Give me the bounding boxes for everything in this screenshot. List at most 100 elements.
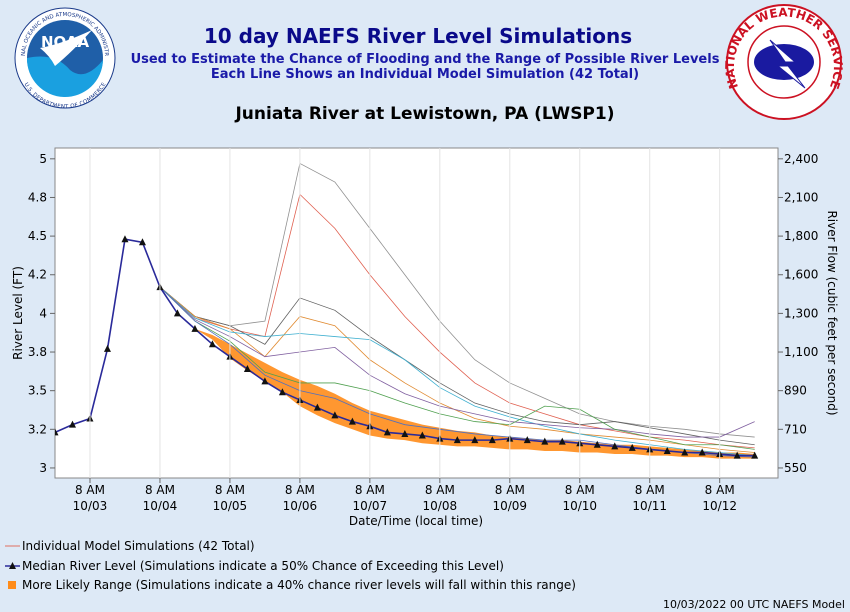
likely-range (194, 328, 755, 459)
y2-tick-label: 2,400 (784, 152, 818, 166)
median-marker (611, 442, 619, 450)
median-marker (103, 344, 111, 352)
x-tick-label: 8 AM 10/10 (562, 483, 597, 513)
y-tick-label: 3.8 (28, 345, 47, 359)
x-tick-label-line: 10/05 (213, 499, 248, 513)
median-marker (418, 431, 426, 439)
x-tick-label-line: 10/12 (702, 499, 737, 513)
y-tick-label: 4 (39, 306, 47, 320)
x-tick-label: 8 AM 10/03 (73, 483, 108, 513)
x-axis-label: Date/Time (local time) (349, 514, 483, 528)
y-tick-label: 3.5 (28, 384, 47, 398)
legend-label: Individual Model Simulations (42 Total) (22, 539, 255, 553)
x-tick-label: 8 AM 10/06 (283, 483, 318, 513)
median-marker (313, 403, 321, 411)
legend-swatch (8, 581, 16, 589)
x-tick-label-line: 10/11 (632, 499, 667, 513)
median-marker (593, 440, 601, 448)
x-tick-label-line: 8 AM (145, 483, 175, 497)
simulation-line (159, 286, 755, 453)
x-tick-label-line: 8 AM (635, 483, 665, 497)
simulation-line (159, 286, 755, 438)
median-marker (523, 436, 531, 444)
median-marker (558, 437, 566, 445)
median-marker (383, 428, 391, 436)
y2-tick-label: 550 (784, 461, 807, 475)
y-tick-label: 4.8 (28, 190, 47, 204)
x-tick-label-line: 10/04 (143, 499, 178, 513)
median-marker (278, 388, 286, 396)
plot (55, 162, 759, 459)
noaa-logo: NOAA NATIONAL OCEANIC AND ATMOSPHERIC AD… (0, 0, 116, 110)
simulation-line (159, 286, 755, 450)
median-marker (55, 428, 59, 436)
median-marker (243, 365, 251, 373)
subtitle: Each Line Shows an Individual Model Simu… (211, 67, 639, 82)
simulation-line (159, 286, 755, 446)
median-marker (331, 411, 339, 419)
median-marker (138, 238, 146, 246)
y2-tick-label: 710 (784, 422, 807, 436)
x-tick-label: 8 AM 10/05 (213, 483, 248, 513)
y2-tick-label: 1,100 (784, 345, 818, 359)
y2-tick-label: 1,300 (784, 306, 818, 320)
y-tick-label: 4.2 (28, 268, 47, 282)
x-tick-label-line: 10/06 (283, 499, 318, 513)
subtitle: Used to Estimate the Chance of Flooding … (131, 52, 720, 67)
median-marker (541, 437, 549, 445)
legend-swatch (9, 562, 16, 569)
x-tick-label: 8 AM 10/08 (423, 483, 458, 513)
x-tick-label-line: 8 AM (75, 483, 105, 497)
simulation-line (159, 193, 755, 449)
y-axis-label: River Level (FT) (11, 266, 25, 360)
y2-tick-label: 1,800 (784, 229, 818, 243)
legend-label: Median River Level (Simulations indicate… (22, 559, 504, 573)
x-tick-label-line: 10/10 (562, 499, 597, 513)
footer: 10/03/2022 00 UTC NAEFS Model (663, 598, 845, 611)
y-tick-label: 3.2 (28, 422, 47, 436)
x-tick-label: 8 AM 10/11 (632, 483, 667, 513)
median-marker (348, 417, 356, 425)
x-tick-label: 8 AM 10/12 (702, 483, 737, 513)
median-marker (488, 436, 496, 444)
median-marker (733, 451, 741, 459)
x-tick-label: 8 AM 10/04 (143, 483, 178, 513)
median-marker (663, 446, 671, 454)
y2-axis-label: River Flow (cubic feet per second) (825, 210, 839, 415)
median-marker (698, 448, 706, 456)
simulation-line (159, 162, 755, 438)
x-tick-label-line: 8 AM (705, 483, 735, 497)
median-marker (191, 324, 199, 332)
x-tick-label-line: 8 AM (495, 483, 525, 497)
x-tick-label-line: 8 AM (355, 483, 385, 497)
noaa-text: NOAA (41, 33, 90, 51)
y2-tick-label: 890 (784, 384, 807, 398)
x-tick-label-line: 10/03 (73, 499, 108, 513)
median-marker (628, 443, 636, 451)
median-marker (401, 429, 409, 437)
median-marker (68, 420, 76, 428)
chart-title: 10 day NAEFS River Level Simulations (204, 24, 632, 48)
legend-label: More Likely Range (Simulations indicate … (22, 578, 576, 592)
x-tick-label-line: 8 AM (565, 483, 595, 497)
median-marker (453, 436, 461, 444)
y-tick-label: 3 (39, 461, 47, 475)
y2-tick-label: 2,100 (784, 190, 818, 204)
median-marker (471, 436, 479, 444)
median-marker (681, 448, 689, 456)
x-tick-label: 8 AM 10/09 (492, 483, 527, 513)
x-tick-label-line: 8 AM (425, 483, 455, 497)
x-tick-label-line: 8 AM (285, 483, 315, 497)
location: Juniata River at Lewistown, PA (LWSP1) (234, 104, 614, 124)
y2-tick-label: 1,600 (784, 268, 818, 282)
y-tick-label: 5 (39, 152, 47, 166)
y-tick-label: 4.5 (28, 229, 47, 243)
x-tick-label-line: 10/07 (353, 499, 388, 513)
median-marker (751, 451, 759, 459)
median-marker (173, 309, 181, 317)
x-tick-label-line: 10/09 (492, 499, 527, 513)
x-tick-label-line: 8 AM (215, 483, 245, 497)
nws-logo: NATIONAL WEATHER SERVICE (723, 4, 845, 120)
